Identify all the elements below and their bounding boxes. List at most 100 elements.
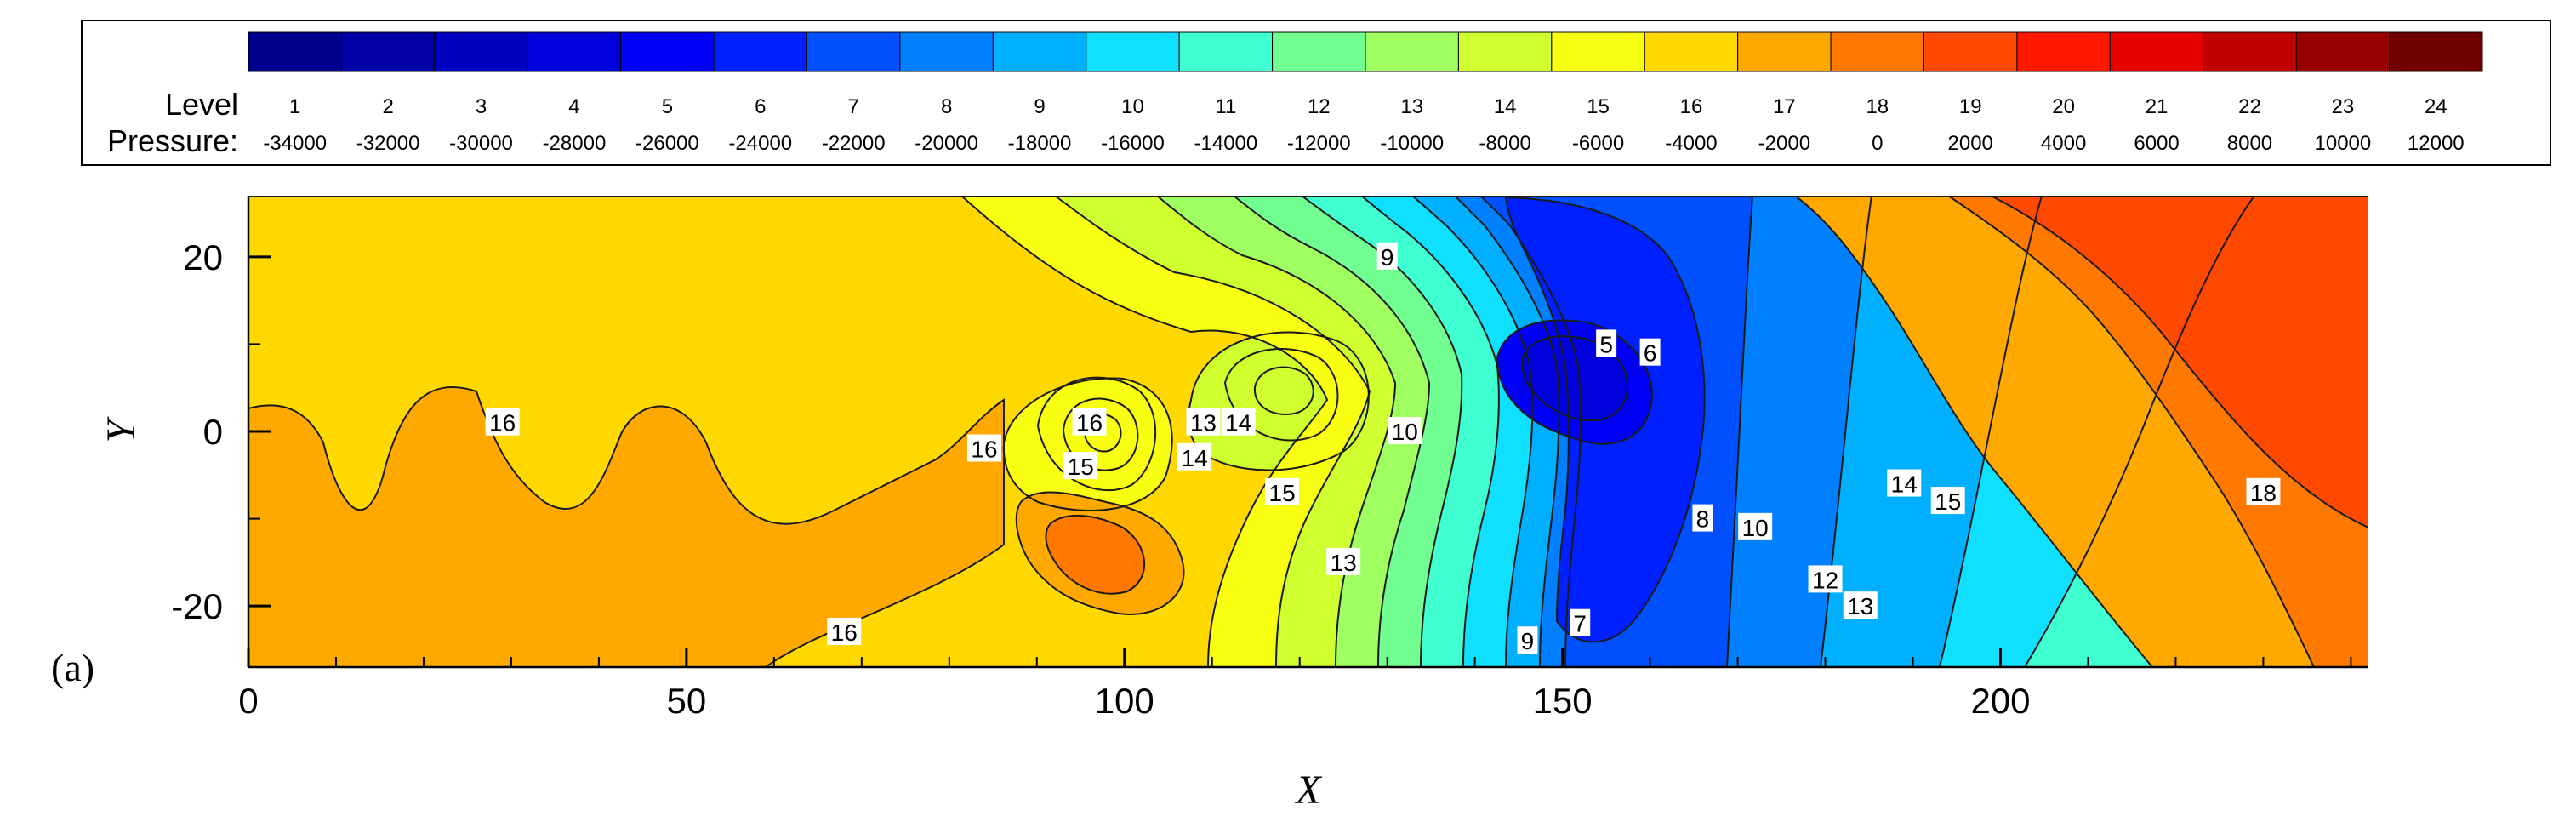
legend-level-label: 23 — [2332, 95, 2355, 118]
legend-swatch — [1830, 31, 1924, 72]
x-axis-title: X — [1294, 768, 1322, 813]
contour-label-bg — [1186, 408, 1221, 436]
contour-line-vortex-b-core — [1253, 366, 1314, 415]
contour-label-bg — [1072, 408, 1107, 436]
legend-level-label: 15 — [1587, 95, 1610, 118]
contour-label-bg — [1639, 338, 1661, 366]
y-tick-label: 0 — [203, 412, 223, 452]
legend-swatch — [527, 31, 622, 72]
contour-label: 16 — [831, 619, 858, 646]
contour-fill — [248, 196, 2368, 667]
legend-swatch — [248, 31, 342, 72]
contour-label-bg — [485, 408, 520, 436]
contour-label-bg — [1177, 442, 1212, 471]
contour-label: 12 — [1812, 567, 1838, 593]
contour-label-bg — [1063, 452, 1098, 480]
legend-pressure-label: -28000 — [543, 132, 607, 155]
contour-label: 10 — [1392, 419, 1418, 445]
contour-label: 15 — [1935, 488, 1961, 515]
legend-swatch — [1272, 31, 1366, 72]
legend-swatch — [620, 31, 715, 72]
legend-swatch — [434, 31, 528, 72]
contour-labels: 16 16 15 16 13 14 14 15 10 9 13 5 6 8 10 7 9 14 15 12 13 18 16 — [485, 242, 2281, 654]
legend-level-label: 18 — [1866, 95, 1889, 118]
contour-band-left-lobes — [248, 386, 1004, 667]
contour-line-band-9 — [1411, 196, 2043, 667]
legend-pressure-label: 12000 — [2408, 132, 2465, 155]
x-tick-label: 50 — [667, 681, 707, 721]
legend-pressure-label: -24000 — [728, 132, 792, 155]
contour-line-band-11 — [1300, 196, 2368, 667]
legend-level-caption: Level — [165, 87, 238, 122]
legend-level-numbers: 1 2 3 4 5 6 7 8 9 10 11 12 13 14 15 16 17 18 19 20 21 22 23 24 — [289, 95, 2448, 118]
contour-label-bg — [1843, 591, 1878, 619]
y-tick-label: 20 — [183, 237, 223, 277]
legend-pressure-label: -6000 — [1572, 132, 1624, 155]
legend-swatch — [340, 31, 436, 72]
contour-line-band-8 — [1453, 196, 1873, 667]
contour-label-bg — [1265, 477, 1300, 505]
legend-swatch — [1644, 31, 1739, 72]
legend-level-label: 8 — [941, 95, 952, 118]
contour-label: 14 — [1182, 445, 1208, 471]
colorbar-legend: Level Pressure: 1 2 3 4 5 6 7 8 9 10 11 12 13 14 15 16 1… — [81, 20, 2551, 166]
contour-band-lower-lobe-core — [1046, 515, 1145, 594]
contour-line-vortex-b-outer — [1223, 348, 1339, 442]
legend-level-label: 24 — [2425, 95, 2448, 118]
legend-level-label: 12 — [1308, 95, 1331, 118]
contour-label: 15 — [1269, 480, 1296, 506]
legend-swatch — [992, 31, 1087, 72]
legend-level-label: 7 — [848, 95, 859, 118]
legend-level-label: 14 — [1494, 95, 1517, 118]
contour-line-core-5 — [1496, 319, 1653, 445]
legend-level-label: 17 — [1773, 95, 1796, 118]
contour-label: 15 — [1068, 454, 1094, 480]
legend-pressure-label: 4000 — [2041, 132, 2086, 155]
contour-label-bg — [1517, 626, 1538, 654]
contour-label: 9 — [1381, 244, 1394, 271]
contour-label-bg — [1596, 329, 1617, 357]
legend-swatch — [899, 31, 994, 72]
legend-level-label: 19 — [1959, 95, 1982, 118]
contour-label: 10 — [1742, 515, 1769, 541]
contour-label-bg — [1326, 547, 1361, 575]
legend-level-label: 4 — [568, 95, 579, 118]
legend-swatch — [806, 31, 901, 72]
legend-swatch — [1737, 31, 1832, 72]
contour-label-bg — [1376, 242, 1398, 270]
x-tick-label: 150 — [1533, 681, 1593, 721]
contour-label: 5 — [1599, 331, 1613, 357]
legend-swatch — [2016, 31, 2111, 72]
y-tick-label: -20 — [171, 586, 223, 626]
legend-swatch — [1457, 31, 1553, 72]
legend-level-label: 6 — [755, 95, 766, 118]
legend-swatch — [2295, 31, 2391, 72]
contour-label: 9 — [1521, 628, 1535, 654]
contour-line-band-7 — [1479, 196, 1754, 667]
contour-label: 6 — [1644, 340, 1657, 367]
legend-swatch — [1086, 31, 1180, 72]
legend-pressure-label: -18000 — [1008, 132, 1072, 155]
legend-pressure-label: -4000 — [1665, 132, 1717, 155]
contour-label-bg — [1388, 417, 1422, 444]
legend-pressure-label: 2000 — [1948, 132, 1993, 155]
contour-line-band-12 — [1232, 196, 2368, 667]
contour-label-bg — [1738, 512, 1773, 540]
legend-level-label: 16 — [1680, 95, 1703, 118]
contour-label: 13 — [1331, 550, 1357, 576]
legend-swatch — [2389, 31, 2483, 72]
legend-swatch — [1365, 31, 1459, 72]
legend-pressure-label: -30000 — [449, 132, 513, 155]
legend-pressure-label: -32000 — [356, 132, 420, 155]
contour-label-bg — [966, 434, 1001, 462]
panel-label: (a) — [51, 646, 94, 689]
legend-pressure-label: -26000 — [635, 132, 699, 155]
legend-pressure-label: -2000 — [1758, 132, 1810, 155]
legend-swatch — [1923, 31, 2018, 72]
legend-swatch — [713, 31, 807, 72]
legend-level-label: 21 — [2146, 95, 2169, 118]
legend-pressure-label: -10000 — [1380, 132, 1444, 155]
contour-line-band-15 — [960, 196, 2368, 667]
y-axis-ticks: -20 0 20 — [171, 237, 271, 626]
contour-line-band-10 — [1359, 196, 2256, 667]
